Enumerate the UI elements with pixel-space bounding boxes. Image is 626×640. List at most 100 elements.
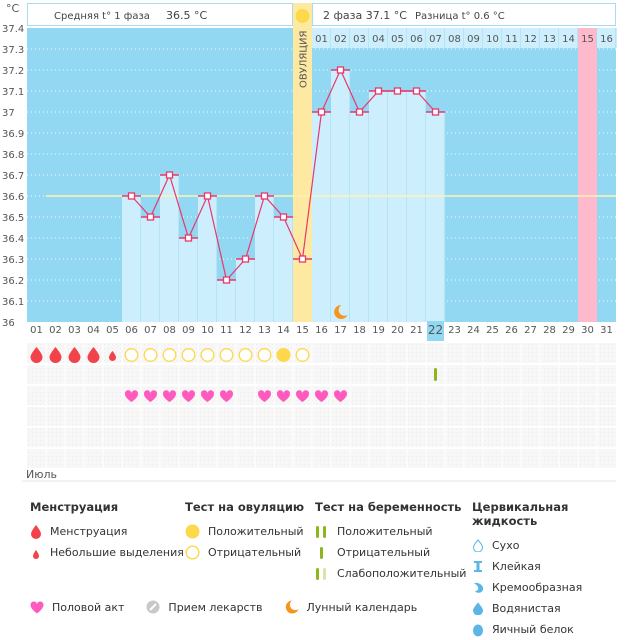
phase2-day-number: 05 [391, 34, 404, 45]
ovulation-test-negative-icon [162, 348, 177, 362]
temperature-point [336, 66, 345, 74]
temperature-bar [122, 196, 141, 322]
day-label-top: 08 [163, 325, 176, 336]
day-label-top: 31 [600, 325, 613, 336]
day-label-top: 11 [220, 325, 233, 336]
temperature-point [260, 192, 269, 200]
legend-label: Менструация [50, 525, 128, 538]
ovulation-sun-icon [295, 9, 310, 23]
temperature-point [412, 87, 421, 95]
phase2-day-number: 03 [353, 34, 366, 45]
legend-item: Небольшие выделения [30, 542, 184, 563]
y-tick-label: 36.7 [2, 171, 24, 182]
y-tick-label: 36 [2, 318, 15, 329]
phase2-day-cell [559, 28, 578, 48]
ovulation-positive-icon [185, 524, 200, 539]
y-tick-label: 36.9 [2, 129, 24, 140]
ovulation-test-negative-icon [143, 348, 158, 362]
today-highlight [427, 321, 444, 341]
phase2-day-cell [388, 28, 407, 48]
legend-label: Положительный [208, 525, 304, 538]
temperature-point [165, 171, 174, 179]
ovulation-test-negative-icon [219, 348, 234, 362]
day-label-top: 06 [125, 325, 138, 336]
legend-label: Отрицательный [337, 546, 431, 559]
day-label-top: 03 [68, 325, 81, 336]
heart-icon [30, 600, 44, 613]
day-label-top: 25 [486, 325, 499, 336]
phase2-day-cell [521, 28, 540, 48]
temperature-point [355, 108, 364, 116]
phase2-day-cell [312, 28, 331, 48]
phase2-day-cell [597, 28, 616, 48]
day-label-top: 10 [201, 325, 214, 336]
temperature-bar [407, 91, 426, 322]
ovulation-test-negative-icon [295, 348, 310, 362]
temperature-bar [160, 175, 179, 322]
y-tick-label: 36.2 [2, 276, 24, 287]
ovulation-test-negative-icon [257, 348, 272, 362]
legend-label: Яичный белок [492, 623, 574, 636]
dry-icon [472, 539, 484, 552]
y-tick-label: 37.4 [2, 24, 24, 35]
phase2-day-number: 13 [543, 34, 556, 45]
y-tick-label: 37.2 [2, 66, 24, 77]
y-tick-label: 36.5 [2, 213, 24, 224]
spotting-drop-icon [109, 351, 116, 361]
temperature-bar [255, 196, 274, 322]
legend-item: Менструация [30, 521, 184, 542]
temperature-bar [369, 91, 388, 322]
legend-item: Водянистая [472, 598, 626, 619]
intercourse-heart-icon [124, 390, 139, 402]
legend-label: Отрицательный [208, 546, 302, 559]
phase2-day-cell [350, 28, 369, 48]
legend-title: Цервикальная жидкость [472, 500, 569, 528]
legend-pregnancy-test: Тест на беременность Положительный Отриц… [315, 500, 466, 584]
ovulation-test-positive-icon [276, 348, 291, 362]
legend-cervical-fluid: Цервикальная жидкость Сухо Клейкая Кремо… [472, 500, 626, 640]
legend-item: Лунный календарь [285, 600, 418, 614]
phase2-day-number: 10 [486, 34, 499, 45]
intercourse-heart-icon [162, 390, 177, 402]
phase2-day-cell [331, 28, 350, 48]
temperature-bar [236, 259, 255, 322]
day-label-top: 14 [277, 325, 290, 336]
menstruation-drop-icon [87, 347, 100, 363]
temperature-bar [217, 280, 236, 322]
legend-label: Лунный календарь [306, 600, 418, 614]
day-label-top: 26 [505, 325, 518, 336]
y-tick-label: 36.3 [2, 255, 24, 266]
legend-item: Яичный белок [472, 619, 626, 640]
phase2-day-cell [445, 28, 464, 48]
legend-item: Положительный [185, 521, 304, 542]
day-label-top: 01 [30, 325, 43, 336]
legend-ovulation-test: Тест на овуляцию Положительный Отрицател… [185, 500, 304, 563]
day-label-top: 05 [106, 325, 119, 336]
legend-item: Клейкая [472, 556, 626, 577]
legend-label: Клейкая [492, 560, 541, 573]
month-label: Июль [26, 468, 57, 481]
temperature-point [222, 276, 231, 284]
temperature-bar [312, 112, 331, 322]
y-axis-unit: °C [6, 2, 20, 15]
phase2-day-number: 11 [505, 34, 518, 45]
day-label-top: 17 [334, 325, 347, 336]
watery-icon [473, 602, 483, 615]
phase2-day-number: 12 [524, 34, 537, 45]
temperature-point [431, 108, 440, 116]
bbt-chart: Средняя t° 1 фаза 36.5 °C ОВУЛЯЦИЯ 2 фаза 3… [2, 2, 617, 482]
expected-period-column [578, 28, 597, 322]
y-tick-label: 36.8 [2, 150, 24, 161]
day-label-top: 12 [239, 325, 252, 336]
temperature-bar [388, 91, 407, 322]
temperature-point [279, 213, 288, 221]
ovulation-test-negative-icon [200, 348, 215, 362]
menstruation-drop-icon [30, 347, 43, 363]
phase2-day-cell [407, 28, 426, 48]
sticky-icon [474, 561, 482, 572]
legend-title: Менструация [30, 500, 119, 514]
temperature-point [203, 192, 212, 200]
ovulation-test-negative-icon [238, 348, 253, 362]
legend-item: Положительный [315, 521, 466, 542]
phase2-day-cell [578, 28, 597, 48]
